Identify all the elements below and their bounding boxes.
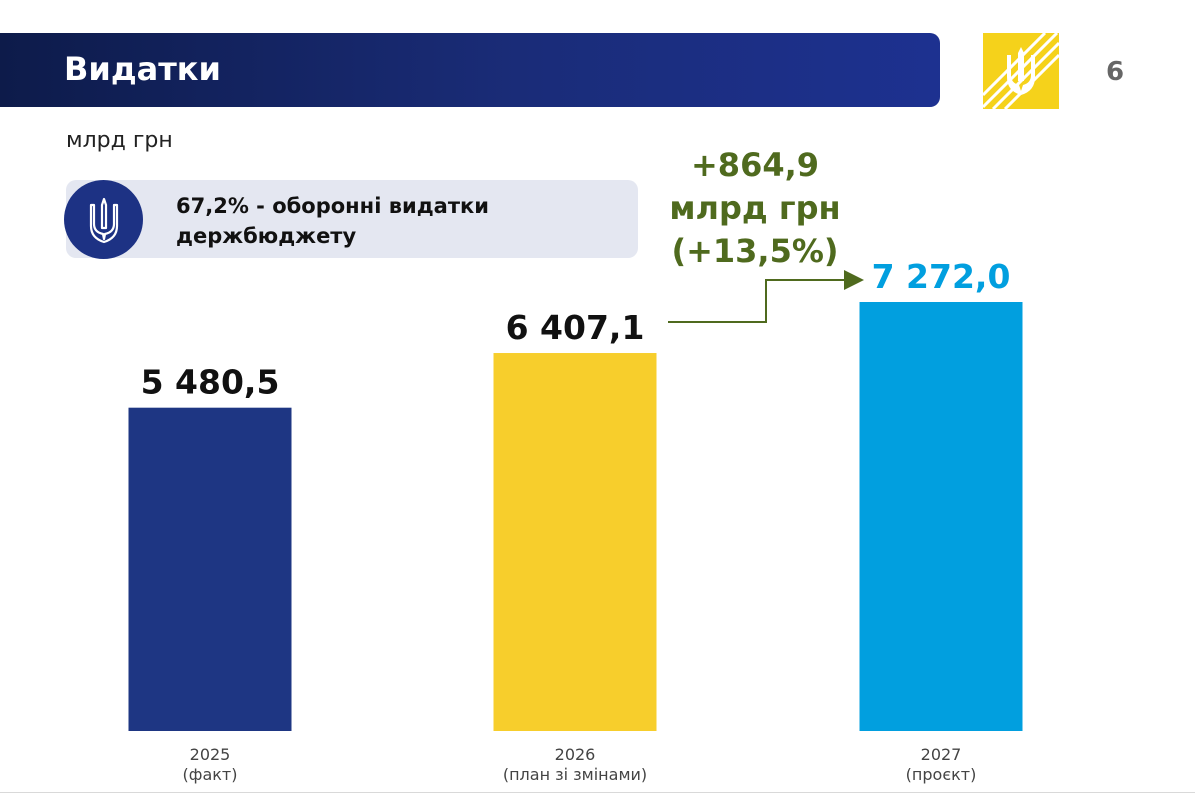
category-label-2025: 2025: [190, 745, 231, 764]
bar-2026: [493, 353, 657, 731]
bar-2027: [859, 302, 1023, 731]
growth-percent: (+13,5%): [671, 232, 839, 270]
growth-arrow-icon: [668, 270, 864, 323]
value-label-2025: 5 480,5: [141, 363, 280, 402]
value-label-2026: 6 407,1: [506, 308, 645, 347]
category-note-2027: (проєкт): [906, 765, 977, 784]
value-label-2027: 7 272,0: [872, 257, 1011, 296]
info-callout: [66, 180, 638, 258]
units-label: млрд грн: [66, 128, 173, 153]
defense-spending-note: 67,2% - оборонні видатки держбюджету: [176, 194, 489, 248]
slide-title: Видатки: [64, 50, 221, 88]
bottom-divider: [0, 792, 1195, 793]
growth-amount: +864,9: [690, 146, 820, 184]
page-number: 6: [1106, 57, 1125, 87]
bar-2025: [128, 407, 292, 731]
category-note-2025: (факт): [183, 765, 238, 784]
trident-emblem-icon: [64, 180, 143, 259]
growth-units: млрд грн: [669, 189, 841, 227]
category-label-2027: 2027: [921, 745, 962, 764]
title-banner: [0, 33, 940, 107]
category-note-2026: (план зі змінами): [503, 765, 647, 784]
growth-annotation: +864,9 млрд грн (+13,5%): [648, 144, 862, 273]
category-label-2026: 2026: [555, 745, 596, 764]
trident-logo-icon: [981, 31, 1061, 111]
